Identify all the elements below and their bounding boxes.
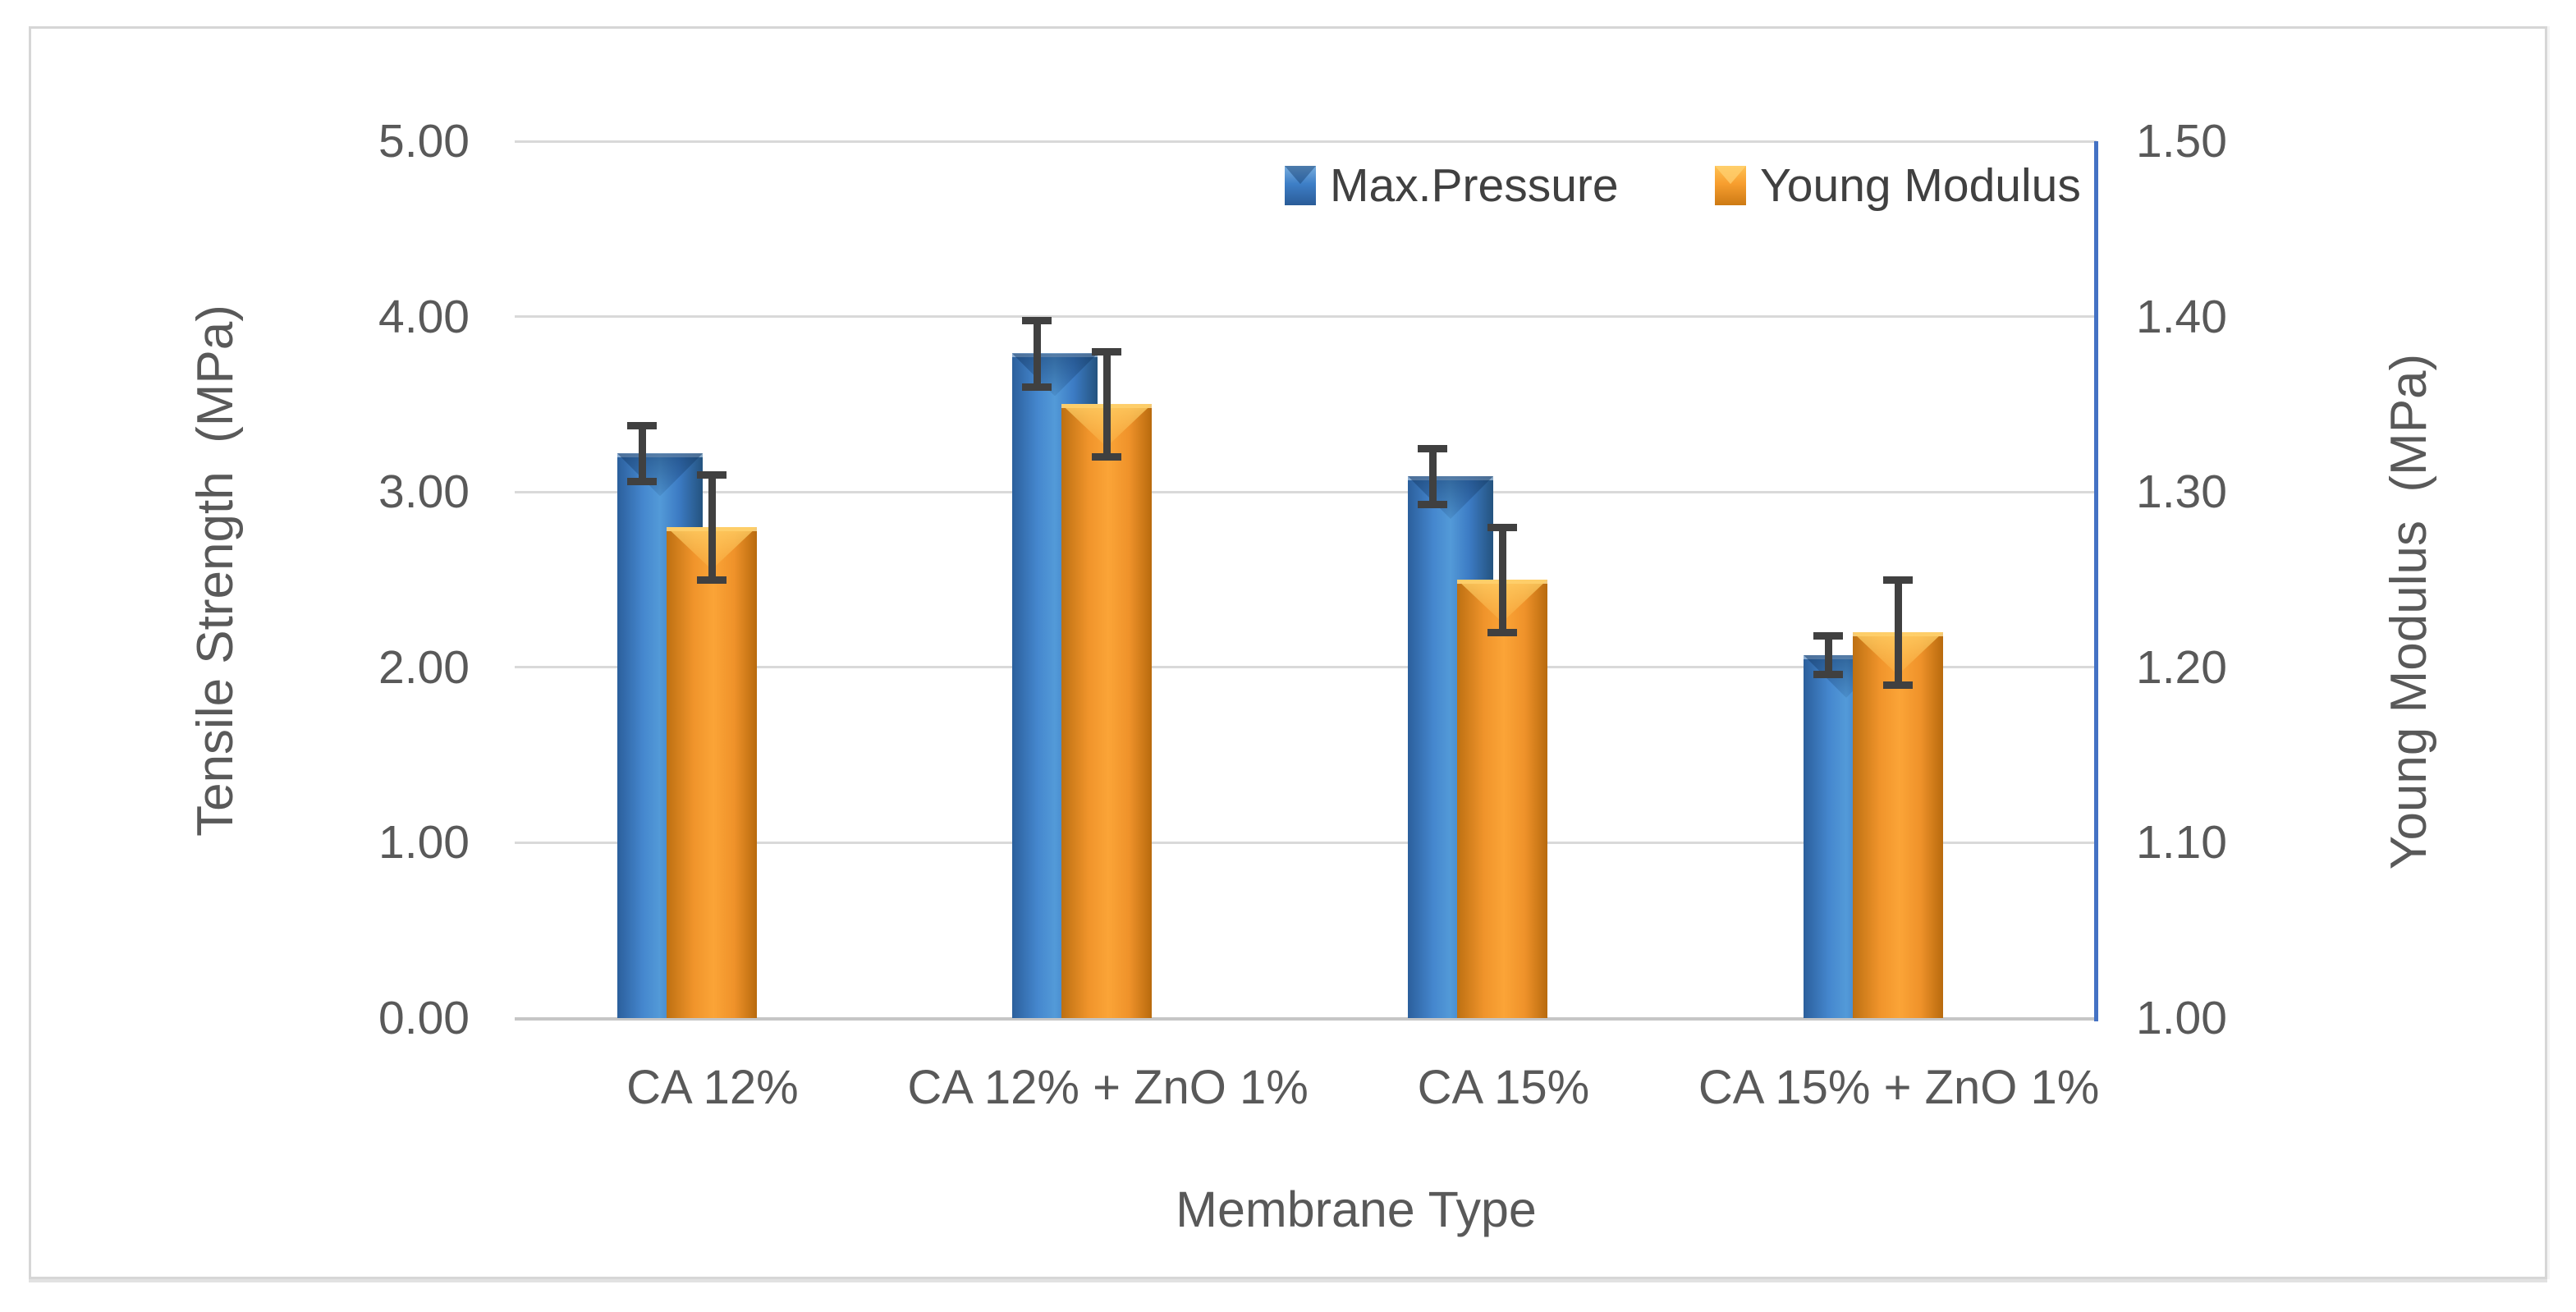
chart-frame xyxy=(29,26,2547,1279)
y-left-tick-label: 3.00 xyxy=(378,466,470,519)
x-category-label-ca-12: CA 12% xyxy=(626,1061,799,1114)
bar-young-modulus-ca-12 xyxy=(667,526,757,1018)
x-category-label-ca-12-zno-1: CA 12% + ZnO 1% xyxy=(907,1061,1309,1114)
error-bar-young-modulus-ca-15-zno-1-cap-top xyxy=(1883,576,1913,584)
y-right-tick-label: 1.20 xyxy=(2136,640,2227,694)
error-bar-max-pressure-ca-12-stem xyxy=(638,425,646,482)
legend-swatch-max-pressure-icon xyxy=(1285,166,1316,205)
error-bar-max-pressure-ca-15-zno-1-cap-top xyxy=(1813,632,1843,640)
bar-young-modulus-ca-15 xyxy=(1457,580,1547,1018)
y-right-tick-label: 1.50 xyxy=(2136,115,2227,167)
gridline xyxy=(515,841,2097,844)
legend-item-max-pressure: Max.Pressure xyxy=(1285,159,1619,212)
legend-label-max-pressure: Max.Pressure xyxy=(1330,159,1619,212)
error-bar-young-modulus-ca-15-zno-1-stem xyxy=(1894,580,1902,686)
error-bar-young-modulus-ca-12-zno-1-cap-bottom xyxy=(1092,453,1121,461)
error-bar-young-modulus-ca-15-cap-bottom xyxy=(1487,629,1517,637)
error-bar-young-modulus-ca-15-cap-top xyxy=(1487,523,1517,531)
error-bar-max-pressure-ca-12-zno-1-stem xyxy=(1033,319,1041,388)
error-bar-max-pressure-ca-15-zno-1-cap-bottom xyxy=(1813,671,1843,679)
error-bar-max-pressure-ca-15-cap-bottom xyxy=(1418,501,1447,509)
legend-label-young-modulus: Young Modulus xyxy=(1760,159,2081,212)
x-axis-title: Membrane Type xyxy=(1176,1181,1537,1237)
error-bar-young-modulus-ca-12-zno-1-cap-top xyxy=(1092,348,1121,356)
y-right-tick-label: 1.00 xyxy=(2136,992,2227,1044)
error-bar-max-pressure-ca-15-cap-top xyxy=(1418,444,1447,452)
y-right-tick-label: 1.40 xyxy=(2136,290,2227,343)
error-bar-max-pressure-ca-12-zno-1-cap-top xyxy=(1022,316,1052,324)
y-right-axis-title: Young Modulus (MPa) xyxy=(2381,353,2437,870)
error-bar-young-modulus-ca-15-stem xyxy=(1498,526,1506,633)
y-left-axis-title: Tensile Strength (MPa) xyxy=(187,305,244,837)
gridline xyxy=(515,666,2097,669)
bar-young-modulus-ca-15-zno-1 xyxy=(1853,632,1943,1018)
error-bar-young-modulus-ca-12-zno-1-stem xyxy=(1102,351,1111,457)
error-bar-young-modulus-ca-12-stem xyxy=(708,474,716,580)
bar-young-modulus-ca-12-zno-1 xyxy=(1061,404,1152,1018)
legend-item-young-modulus: Young Modulus xyxy=(1715,159,2081,212)
gridline xyxy=(515,140,2097,143)
error-bar-max-pressure-ca-12-cap-bottom xyxy=(627,478,657,486)
error-bar-young-modulus-ca-12-cap-bottom xyxy=(697,576,727,584)
error-bar-young-modulus-ca-15-zno-1-cap-bottom xyxy=(1883,681,1913,690)
legend-swatch-young-modulus-icon xyxy=(1715,166,1746,205)
y-left-tick-label: 5.00 xyxy=(378,115,470,167)
y-left-tick-label: 0.00 xyxy=(378,992,470,1044)
error-bar-young-modulus-ca-12-cap-top xyxy=(697,470,727,479)
error-bar-max-pressure-ca-12-zno-1-cap-bottom xyxy=(1022,383,1052,392)
y-left-tick-label: 2.00 xyxy=(378,640,470,694)
y-right-tick-label: 1.30 xyxy=(2136,466,2227,519)
y-right-tick-label: 1.10 xyxy=(2136,816,2227,869)
error-bar-max-pressure-ca-15-zno-1-stem xyxy=(1824,635,1832,675)
gridline xyxy=(515,490,2097,493)
gridline xyxy=(515,315,2097,319)
error-bar-max-pressure-ca-12-cap-top xyxy=(627,422,657,430)
y-left-tick-label: 4.00 xyxy=(378,290,470,343)
x-category-label-ca-15-zno-1: CA 15% + ZnO 1% xyxy=(1698,1061,2100,1114)
right-axis-line xyxy=(2094,141,2098,1021)
y-left-tick-label: 1.00 xyxy=(378,816,470,869)
x-axis-line xyxy=(515,1017,2097,1021)
error-bar-max-pressure-ca-15-stem xyxy=(1428,447,1437,505)
x-category-label-ca-15: CA 15% xyxy=(1417,1061,1590,1114)
